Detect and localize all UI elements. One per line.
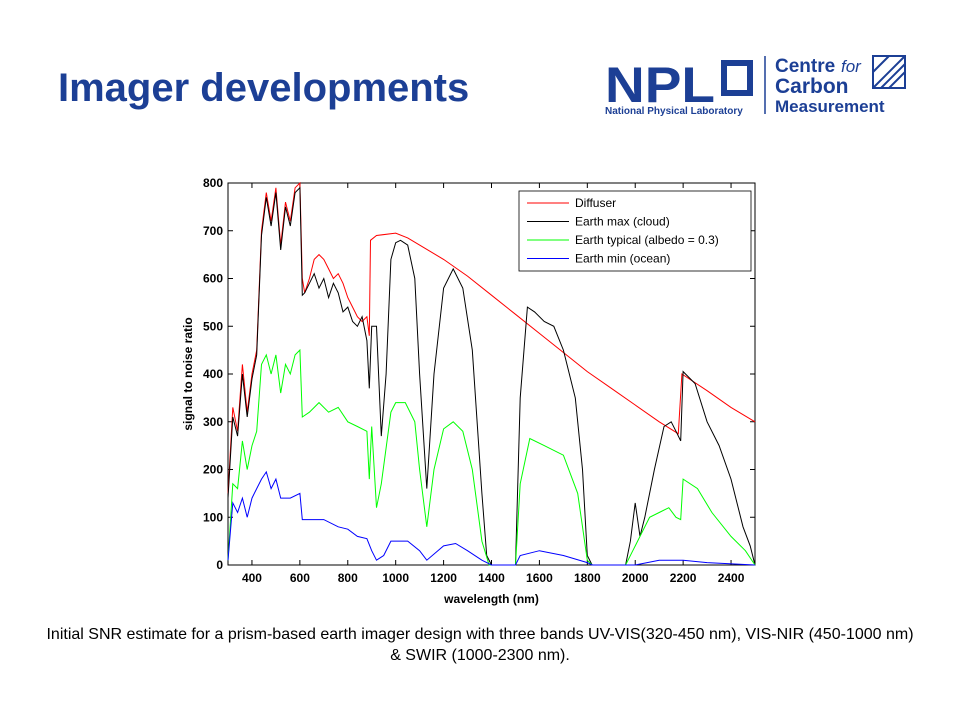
- x-tick-label: 2200: [670, 571, 697, 585]
- legend-label: Earth min (ocean): [575, 252, 670, 266]
- legend-box: [518, 190, 752, 272]
- series-line: [227, 348, 756, 566]
- x-tick-label: 1400: [478, 571, 505, 585]
- y-tick-label: 700: [203, 224, 223, 238]
- logo-crest-inner: [727, 66, 747, 90]
- x-tick-label: 2000: [622, 571, 649, 585]
- y-tick-label: 400: [203, 367, 223, 381]
- y-tick-label: 800: [203, 176, 223, 190]
- x-tick-label: 1200: [430, 571, 457, 585]
- legend-label: Diffuser: [575, 196, 616, 210]
- y-tick-label: 500: [203, 319, 223, 333]
- logo-npl-full: National Physical Laboratory: [605, 106, 743, 117]
- y-tick-label: 600: [203, 272, 223, 286]
- logo-centre: Centre: [775, 56, 835, 77]
- x-tick-label: 400: [242, 571, 262, 585]
- caption: Initial SNR estimate for a prism-based e…: [46, 626, 914, 664]
- y-axis-label: signal to noise ratio: [181, 317, 195, 430]
- logo: NPL National Physical Laboratory Centre …: [605, 55, 906, 117]
- x-axis-label: wavelength (nm): [443, 592, 539, 606]
- legend-label: Earth typical (albedo = 0.3): [575, 233, 719, 247]
- x-tick-label: 1800: [574, 571, 601, 585]
- logo-carbon: Carbon: [775, 75, 849, 98]
- series-line: [227, 470, 756, 566]
- x-tick-label: 800: [338, 571, 358, 585]
- legend-label: Earth max (cloud): [575, 215, 670, 229]
- y-tick-label: 300: [203, 415, 223, 429]
- x-tick-label: 2400: [718, 571, 745, 585]
- x-tick-label: 600: [290, 571, 310, 585]
- logo-for: for: [841, 57, 862, 76]
- logo-measurement: Measurement: [775, 97, 885, 116]
- chart: 400 600 800 1000 1200 1400 1600 1800 2000 2200 240…: [181, 176, 756, 606]
- series-line: [227, 186, 756, 566]
- logo-npl: NPL: [605, 57, 715, 113]
- y-tick-label: 200: [203, 463, 223, 477]
- y-tick-label: 100: [203, 510, 223, 524]
- series-line: [227, 181, 756, 494]
- x-tick-label: 1600: [526, 571, 553, 585]
- x-tick-label: 1000: [382, 571, 409, 585]
- y-tick-label: 0: [216, 558, 223, 572]
- slide-title: Imager developments: [58, 66, 470, 110]
- logo-mark-lines: [872, 55, 906, 89]
- logo-mark: [872, 55, 906, 89]
